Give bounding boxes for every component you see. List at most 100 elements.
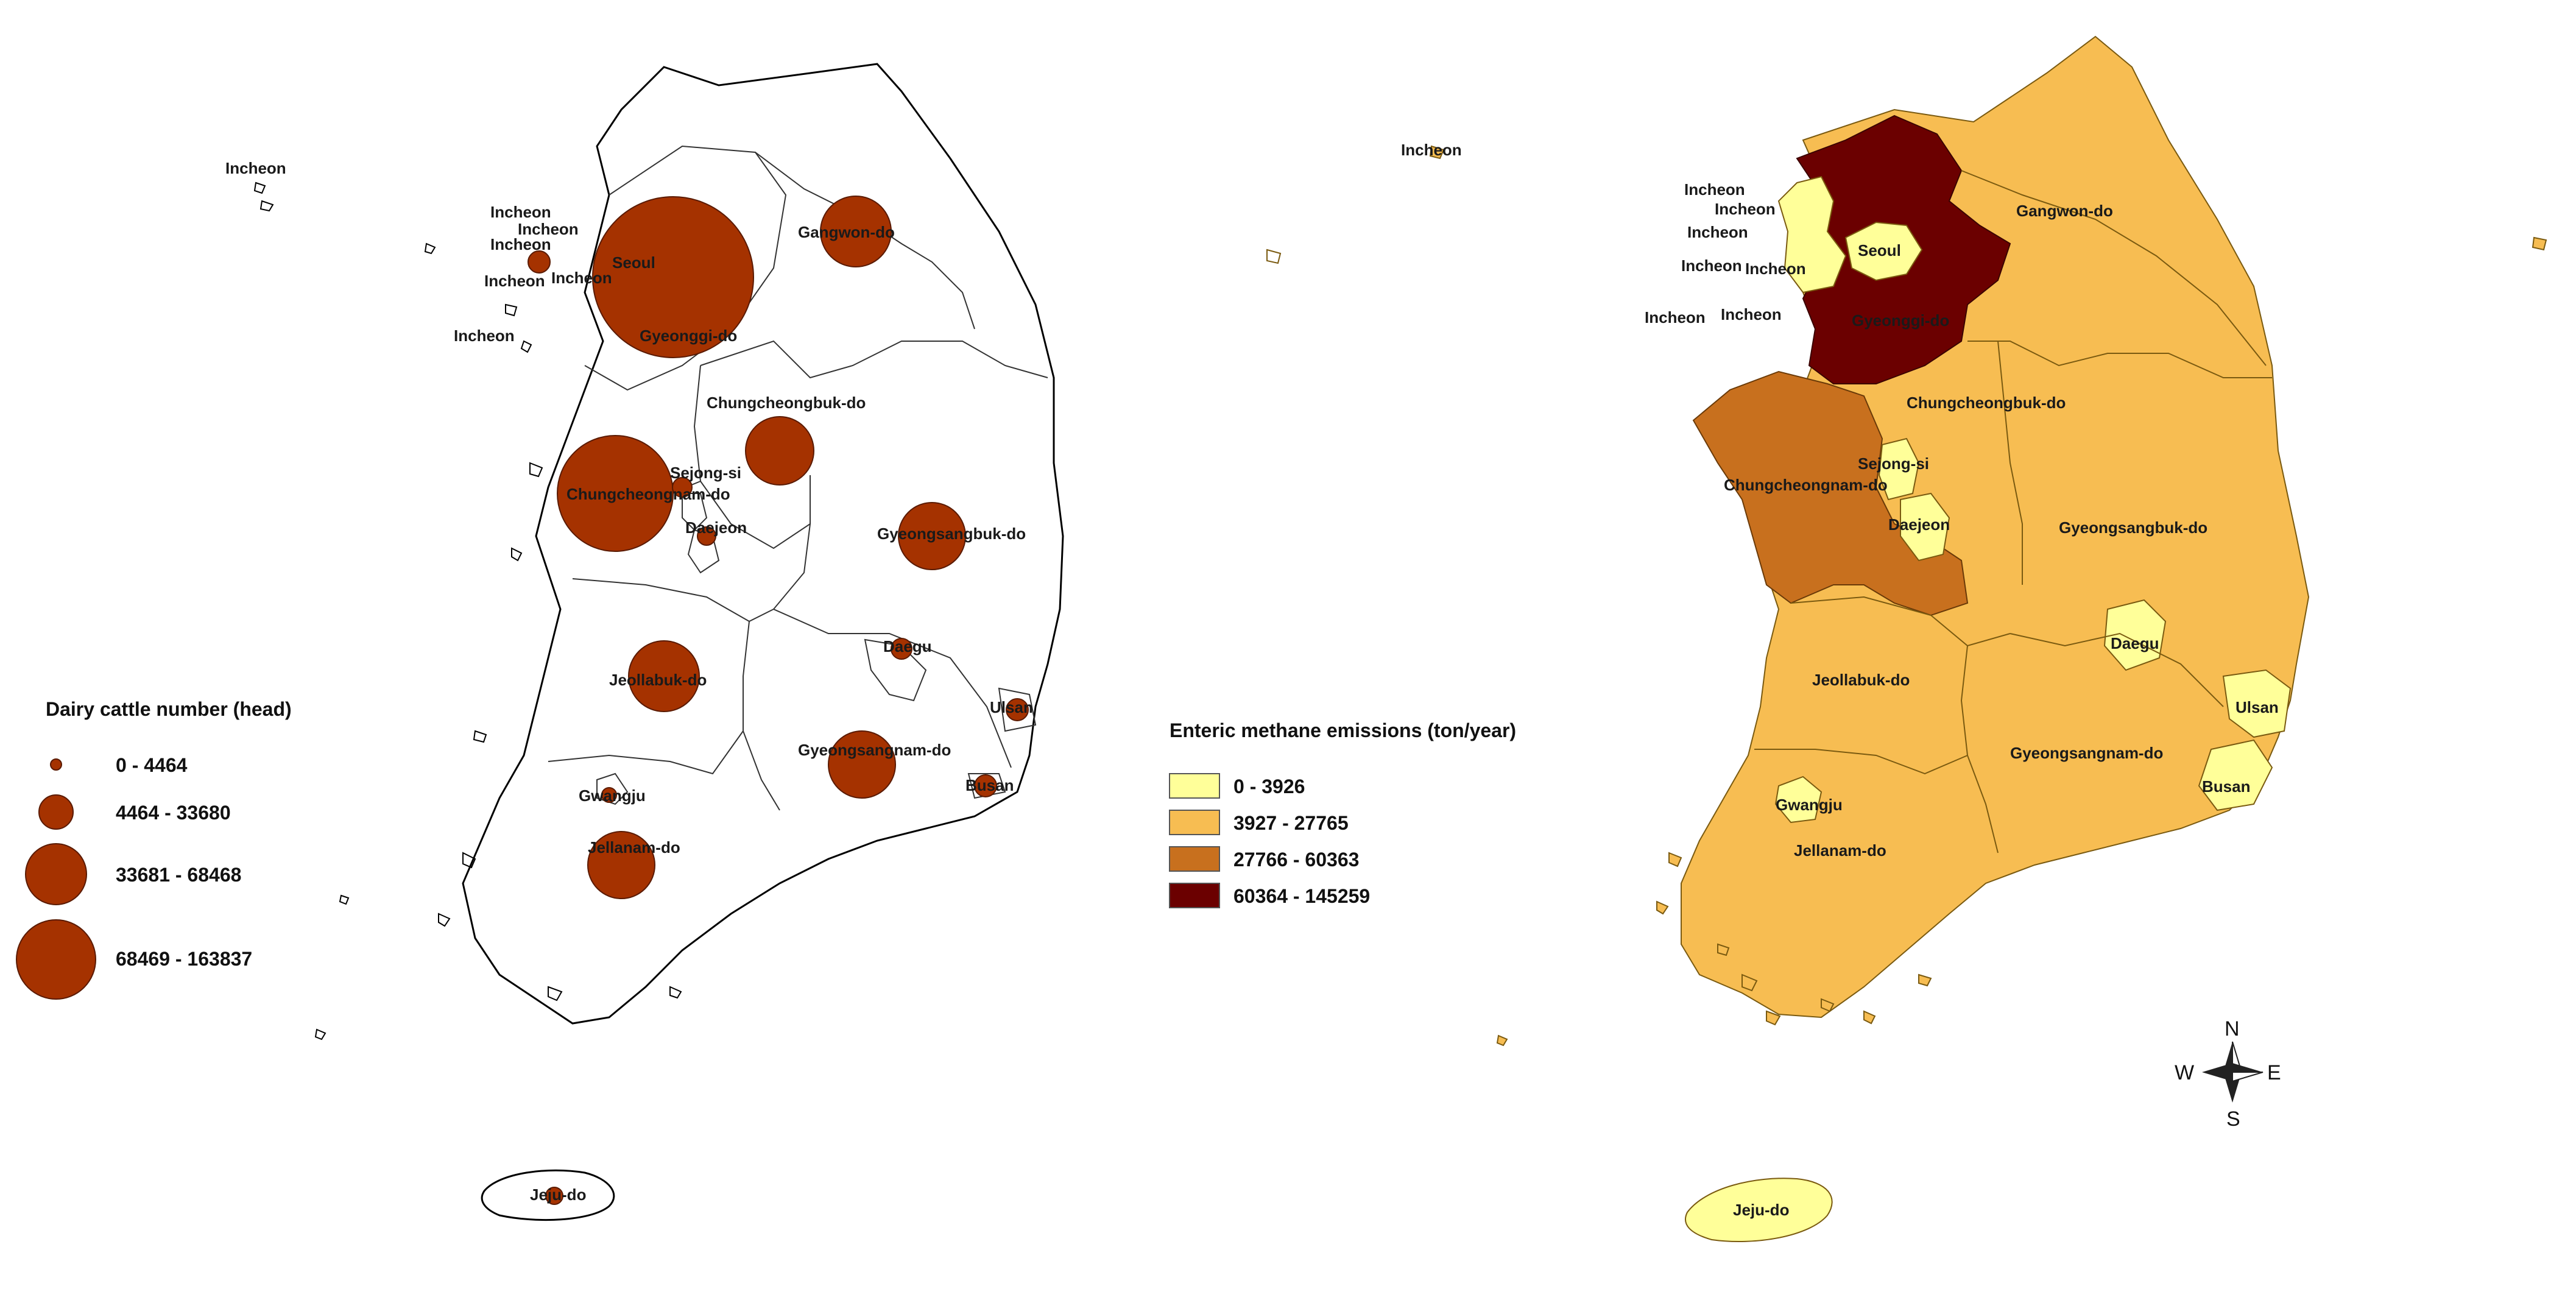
right-region-chungnam: [1692, 370, 1969, 616]
right-region-gwangju: [1774, 775, 1823, 824]
right-label-incheon-3: Incheon: [1715, 200, 1776, 218]
right-map: Incheon Incheon Incheon Incheon Incheon …: [1169, 35, 2547, 1243]
left-legend: Dairy cattle number (head) 0 - 4464 4464…: [16, 698, 292, 1000]
left-label-chungnam: Chungcheongnam-do: [566, 485, 730, 503]
symbol-gwangju: [601, 787, 617, 803]
left-proportional-symbols: [528, 196, 1029, 1205]
left-legend-label-2: 4464 - 33680: [116, 802, 231, 824]
symbol-chungbuk: [745, 416, 814, 486]
right-label-chungnam: Chungcheongnam-do: [1724, 476, 1888, 494]
right-legend-swatch-2: [1169, 810, 1220, 835]
right-label-chungbuk: Chungcheongbuk-do: [1907, 394, 2066, 412]
right-label-busan: Busan: [2202, 777, 2250, 796]
right-label-incheon-8: Incheon: [1721, 305, 1782, 323]
left-legend-label-4: 68469 - 163837: [116, 948, 252, 970]
right-legend-swatch-3: [1169, 846, 1220, 872]
right-coastal-islands: [1266, 145, 2547, 1047]
right-region-busan: [2198, 739, 2273, 811]
right-label-incheon-7: Incheon: [1645, 308, 1706, 327]
symbol-busan: [974, 774, 997, 797]
right-label-incheon-2: Incheon: [1684, 180, 1745, 199]
compass-rose-icon: N S E W: [2175, 1017, 2281, 1131]
left-region-labels: Incheon Incheon Incheon Incheon Incheon …: [225, 159, 1033, 1204]
right-legend-swatch-1: [1169, 773, 1220, 799]
right-region-jeju: [1684, 1178, 1833, 1243]
right-region-daejeon: [1900, 492, 1950, 562]
symbol-daejeon: [697, 526, 716, 546]
right-label-gyeonggi: Gyeonggi-do: [1852, 311, 1949, 330]
right-label-gangwon: Gangwon-do: [2016, 202, 2113, 220]
left-label-gyeonggi: Gyeonggi-do: [640, 327, 737, 345]
right-legend-swatch-4: [1169, 883, 1220, 908]
right-legend-label-2: 3927 - 27765: [1233, 812, 1349, 834]
right-region-daegu: [2103, 599, 2167, 671]
left-label-jeonbuk: Jeollabuk-do: [609, 671, 707, 689]
right-region-seoul: [1844, 221, 1923, 281]
right-label-daejeon: Daejeon: [1888, 515, 1950, 534]
left-legend-symbol-2: [38, 794, 74, 830]
right-region-labels: Incheon Incheon Incheon Incheon Incheon …: [1401, 141, 2279, 1219]
right-legend-label-4: 60364 - 145259: [1233, 885, 1370, 907]
left-label-daejeon: Daejeon: [685, 518, 747, 537]
symbol-jeonnam: [587, 831, 655, 899]
right-province-boundaries: [1754, 170, 2272, 853]
left-label-jeju: Jeju-do: [530, 1185, 586, 1204]
right-region-ulsan: [2222, 669, 2292, 738]
right-label-incheon-6: Incheon: [1745, 260, 1806, 278]
right-legend-label-3: 27766 - 60363: [1233, 849, 1359, 871]
left-label-incheon-2: Incheon: [490, 203, 551, 221]
symbol-incheon: [528, 250, 551, 274]
symbol-chungnam: [557, 435, 674, 552]
right-label-seoul: Seoul: [1858, 241, 1901, 260]
symbol-jeju: [545, 1187, 563, 1205]
right-label-sejong: Sejong-si: [1858, 454, 1929, 473]
right-label-gwangju: Gwangju: [1776, 796, 1843, 814]
symbol-gangwon: [820, 196, 892, 267]
right-region-sejong: [1878, 437, 1920, 501]
right-label-incheon-5: Incheon: [1681, 256, 1742, 275]
left-label-incheon-3: Incheon: [518, 220, 579, 238]
left-label-incheon-6: Incheon: [551, 269, 612, 287]
left-legend-symbol-1: [50, 758, 62, 771]
right-label-gyeongbuk: Gyeongsangbuk-do: [2059, 518, 2207, 537]
left-label-gwangju: Gwangju: [579, 786, 646, 805]
compass-north-label: N: [2225, 1017, 2240, 1040]
left-label-incheon-7: Incheon: [454, 327, 515, 345]
left-label-gyeongbuk: Gyeongsangbuk-do: [877, 525, 1026, 543]
left-label-chungbuk: Chungcheongbuk-do: [707, 394, 866, 412]
symbol-seoul-gyeonggi: [592, 196, 754, 358]
left-label-daegu: Daegu: [883, 637, 931, 655]
left-label-incheon-4: Incheon: [490, 235, 551, 253]
right-region-incheon: [1777, 175, 1847, 294]
right-legend-title: Enteric methane emissions (ton/year): [1170, 719, 1516, 741]
compass-west-label: W: [2175, 1061, 2194, 1084]
right-label-gyeongnam: Gyeongsangnam-do: [2010, 744, 2163, 762]
left-legend-title: Dairy cattle number (head): [46, 698, 292, 720]
left-label-ulsan: Ulsan: [990, 698, 1033, 716]
right-label-incheon-4: Incheon: [1687, 223, 1748, 241]
left-label-incheon-5: Incheon: [484, 272, 545, 290]
symbol-gyeongnam: [828, 730, 896, 799]
left-label-gangwon: Gangwon-do: [798, 223, 895, 241]
left-legend-symbol-4: [16, 919, 96, 1000]
right-legend: Enteric methane emissions (ton/year) 0 -…: [1169, 719, 1516, 908]
left-map: Incheon Incheon Incheon Incheon Incheon …: [16, 61, 1300, 1273]
symbol-daegu: [891, 638, 912, 660]
left-legend-label-3: 33681 - 68468: [116, 864, 241, 886]
right-label-ulsan: Ulsan: [2235, 698, 2279, 716]
left-legend-symbol-3: [25, 843, 87, 905]
left-coastal-islands: [253, 182, 682, 1040]
left-label-incheon-1: Incheon: [225, 159, 286, 177]
left-label-sejong: Sejong-si: [670, 464, 741, 482]
compass-east-label: E: [2267, 1061, 2281, 1084]
right-label-jeonbuk: Jeollabuk-do: [1812, 671, 1910, 689]
right-label-daegu: Daegu: [2111, 634, 2159, 652]
left-label-gyeongnam: Gyeongsangnam-do: [798, 741, 951, 759]
compass-south-label: S: [2226, 1107, 2240, 1131]
left-label-jeonnam: Jellanam-do: [588, 838, 680, 857]
symbol-ulsan: [1006, 698, 1029, 721]
left-label-busan: Busan: [965, 776, 1014, 794]
right-label-incheon-1: Incheon: [1401, 141, 1462, 159]
left-legend-label-1: 0 - 4464: [116, 754, 188, 776]
